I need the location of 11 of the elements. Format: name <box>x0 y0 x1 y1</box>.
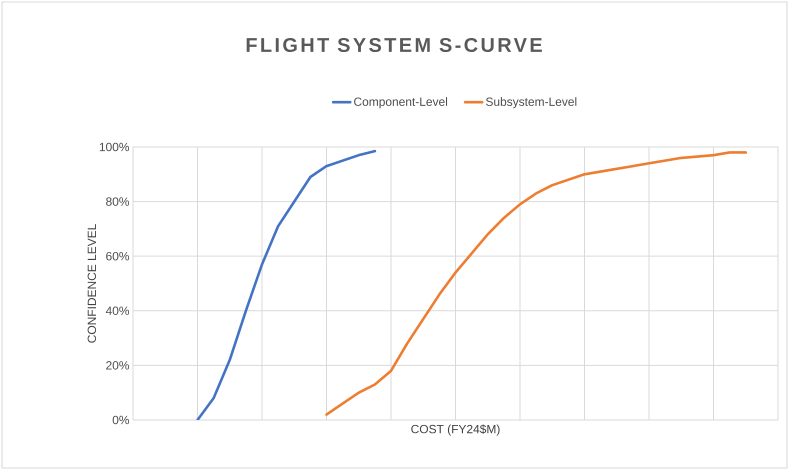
y-tick-label: 20% <box>106 361 130 370</box>
chart-title: FLIGHT SYSTEM S-CURVE <box>246 38 542 52</box>
y-tick-label: 40% <box>106 306 130 316</box>
x-axis-title: COST (FY24$M) <box>411 424 500 436</box>
y-tick-label: 0% <box>112 416 130 424</box>
y-tick-label: 60% <box>106 252 130 260</box>
legend-label: Subsystem-Level <box>486 97 576 108</box>
legend-label: Component-Level <box>354 97 448 108</box>
y-axis-title: CONFIDENCE LEVEL <box>88 224 96 343</box>
y-tick-label: 80% <box>106 197 130 206</box>
y-tick-label: 100% <box>100 142 130 152</box>
